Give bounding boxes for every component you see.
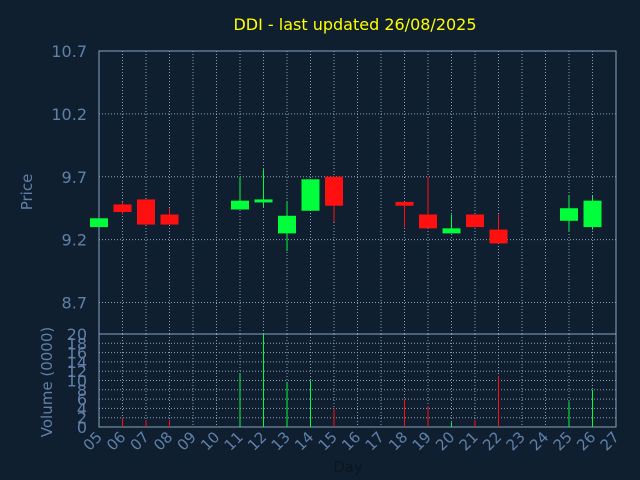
- volume-tick-label: 10: [67, 372, 87, 391]
- volume-tick-label: 4: [77, 399, 87, 418]
- candle-body: [254, 199, 273, 203]
- x-tick-label: 20: [432, 428, 458, 454]
- candle-body: [466, 214, 484, 228]
- price-tick-label: 9.2: [62, 231, 87, 250]
- candle-body: [442, 228, 461, 234]
- candle-body: [583, 200, 602, 228]
- x-tick-label: 25: [550, 428, 576, 454]
- x-axis-label: Day: [333, 458, 363, 476]
- volume-tick-label: 16: [67, 344, 87, 363]
- candle-body: [489, 229, 508, 244]
- volume-tick-label: 2: [77, 409, 87, 428]
- x-tick-label: 06: [103, 428, 129, 454]
- x-tick-label: 12: [244, 428, 270, 454]
- price-tick-label: 10.2: [51, 105, 87, 124]
- candle-body: [278, 215, 296, 234]
- volume-tick-label: 8: [77, 381, 87, 400]
- x-tick-label: 27: [597, 428, 623, 454]
- x-tick-label: 13: [268, 428, 294, 454]
- candle-body: [325, 176, 343, 206]
- x-tick-label: 26: [573, 428, 599, 454]
- candle-body: [137, 199, 155, 225]
- price-tick-label: 8.7: [62, 294, 87, 313]
- price-tick-label: 10.7: [51, 42, 87, 61]
- candle-body: [419, 214, 437, 229]
- x-tick-label: 22: [479, 428, 505, 454]
- volume-panel: 0506070809101112131415161718192021222324…: [67, 325, 623, 454]
- candle-body: [160, 214, 179, 225]
- x-tick-label: 15: [315, 428, 341, 454]
- x-tick-label: 11: [221, 428, 247, 454]
- candle-body: [231, 200, 249, 210]
- volume-axis-label: Volume (0000): [38, 327, 56, 437]
- volume-tick-label: 12: [67, 362, 87, 381]
- x-tick-label: 17: [362, 428, 388, 454]
- volume-tick-label: 20: [67, 325, 87, 344]
- x-tick-label: 19: [409, 428, 435, 454]
- x-tick-label: 24: [526, 428, 552, 454]
- x-tick-label: 08: [150, 428, 176, 454]
- x-tick-label: 18: [385, 428, 411, 454]
- volume-tick-label: 6: [77, 390, 87, 409]
- volume-tick-label: 14: [67, 353, 87, 372]
- candle-body: [113, 204, 132, 212]
- candle-body: [301, 179, 320, 211]
- x-tick-label: 07: [127, 428, 153, 454]
- candle-body: [90, 218, 108, 228]
- x-tick-label: 09: [174, 428, 200, 454]
- x-tick-label: 14: [291, 428, 317, 454]
- chart-title: DDI - last updated 26/08/2025: [233, 15, 476, 34]
- x-tick-label: 21: [456, 428, 482, 454]
- volume-tick-label: 18: [67, 334, 87, 353]
- price-tick-label: 9.7: [62, 168, 87, 187]
- x-tick-label: 16: [338, 428, 364, 454]
- candle-body: [395, 201, 414, 206]
- candle-body: [560, 208, 578, 221]
- x-tick-label: 10: [197, 428, 223, 454]
- x-tick-label: 23: [503, 428, 529, 454]
- volume-tick-label: 0: [77, 418, 87, 437]
- price-axis-label: Price: [18, 174, 36, 211]
- price-panel: 8.7 9.2 9.7 10.2 10.7: [51, 42, 617, 335]
